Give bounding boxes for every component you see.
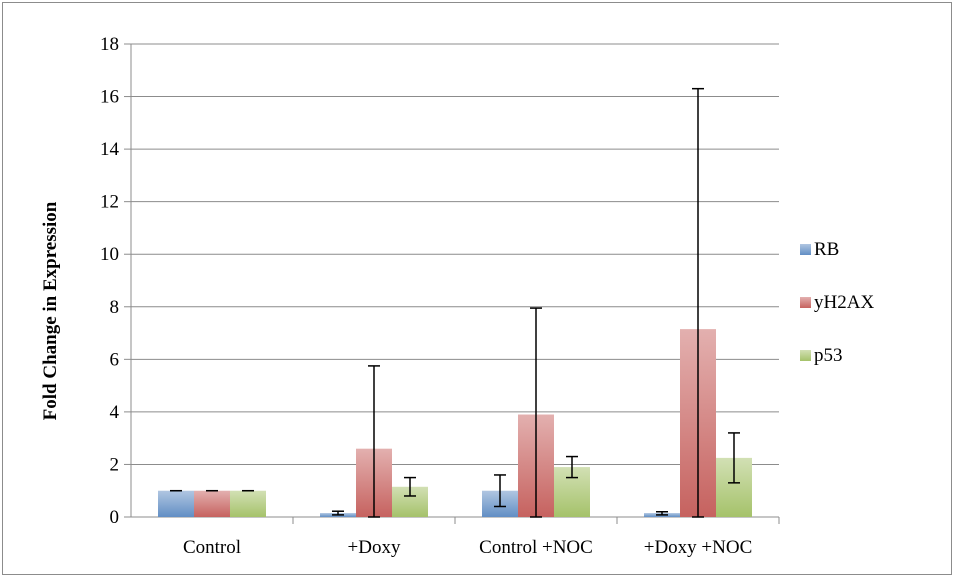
legend-swatch: [800, 297, 811, 308]
legend: RB yH2AX p53: [800, 239, 874, 366]
fold-change-bar-chart: 0 2 4 6 8 10 12 14 16 18 Control +Doxy Control +NOC +…: [40, 34, 874, 558]
y-axis-title: Fold Change in Expression: [40, 201, 61, 420]
y-tick-label: 12: [100, 192, 119, 213]
legend-label: RB: [814, 239, 839, 260]
legend-label: yH2AX: [814, 292, 874, 313]
error-bar-yh2ax: [692, 87, 704, 518]
y-tick-label: 4: [110, 402, 120, 423]
y-tick-label: 2: [110, 454, 120, 475]
error-bar-p53: [404, 476, 416, 497]
x-category-label: Control: [183, 537, 241, 558]
y-tick-label: 18: [100, 34, 119, 55]
error-bar-p53: [728, 432, 740, 484]
error-bar-yh2ax: [530, 307, 542, 518]
y-tick-label: 6: [110, 349, 120, 370]
legend-label: p53: [814, 345, 843, 366]
tick-labels: 0 2 4 6 8 10 12 14 16 18 Control +Doxy Control +NOC +…: [100, 34, 752, 558]
legend-swatch: [800, 350, 811, 361]
y-tick-label: 10: [100, 244, 119, 265]
y-tick-label: 14: [100, 139, 120, 160]
bars: [158, 329, 752, 517]
legend-item-yh2ax: yH2AX: [800, 292, 874, 313]
x-category-label: +Doxy: [348, 537, 401, 558]
y-tick-label: 0: [110, 507, 120, 528]
legend-item-rb: RB: [800, 239, 839, 260]
bar-rb: [158, 490, 194, 517]
legend-item-p53: p53: [800, 345, 843, 366]
legend-swatch: [800, 244, 811, 255]
gridlines: [131, 43, 779, 465]
error-bar-yh2ax: [368, 365, 380, 518]
x-category-label: Control +NOC: [479, 537, 593, 558]
bar-yh2ax: [194, 490, 230, 517]
error-bar-p53: [566, 455, 578, 479]
bar-p53: [230, 490, 266, 517]
error-bar-rb: [332, 510, 344, 516]
error-bar-rb: [494, 474, 506, 508]
error-bars: [170, 87, 740, 518]
y-tick-label: 8: [110, 297, 120, 318]
x-category-label: +Doxy +NOC: [644, 537, 753, 558]
y-tick-label: 16: [100, 87, 119, 108]
error-bar-rb: [656, 510, 668, 516]
